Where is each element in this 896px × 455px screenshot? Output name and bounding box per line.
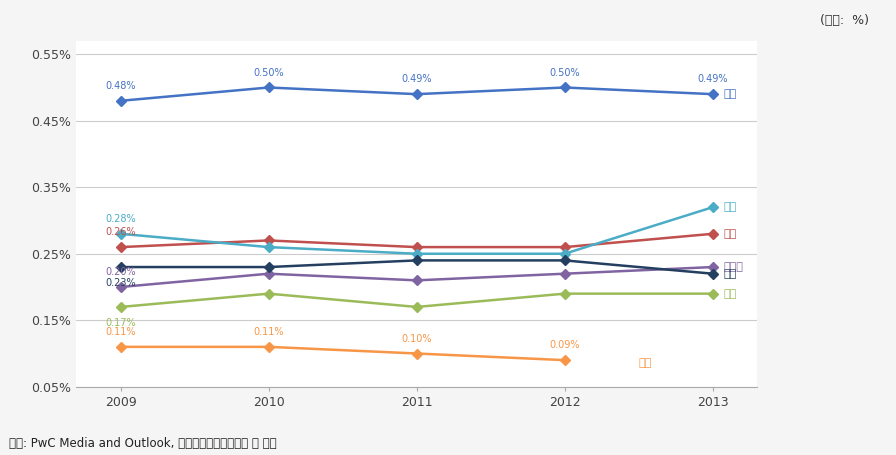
Text: 0.48%: 0.48%	[106, 81, 136, 91]
Text: 일본: 일본	[724, 202, 737, 212]
Text: 0.20%: 0.20%	[105, 267, 136, 277]
Text: 한국: 한국	[724, 269, 737, 279]
Text: (단위:  %): (단위: %)	[820, 14, 869, 27]
Text: 영국: 영국	[724, 229, 737, 239]
Text: 0.23%: 0.23%	[105, 278, 136, 288]
Text: 0.09%: 0.09%	[549, 340, 580, 350]
Text: 0.49%: 0.49%	[697, 75, 728, 85]
Text: 0.49%: 0.49%	[401, 75, 432, 85]
Legend: 미국, 영국, 독일, 프랑스, 일본, 중국, 한국: 미국, 영국, 독일, 프랑스, 일본, 중국, 한국	[213, 452, 538, 455]
Text: 중국: 중국	[639, 359, 652, 369]
Text: 0.50%: 0.50%	[549, 68, 580, 78]
Text: 0.28%: 0.28%	[105, 214, 136, 224]
Text: 자료: PwC Media and Outlook, 제일기획』광고연감『 각 연도: 자료: PwC Media and Outlook, 제일기획』광고연감『 각 …	[9, 437, 277, 450]
Text: 미국: 미국	[724, 89, 737, 99]
Text: 0.17%: 0.17%	[105, 318, 136, 328]
Text: 0.10%: 0.10%	[401, 334, 432, 344]
Text: 0.50%: 0.50%	[254, 68, 284, 78]
Text: 프랑스: 프랑스	[724, 262, 744, 272]
Text: 0.11%: 0.11%	[106, 327, 136, 337]
Text: 독일: 독일	[724, 288, 737, 298]
Text: 0.26%: 0.26%	[105, 228, 136, 238]
Text: 0.11%: 0.11%	[254, 327, 284, 337]
